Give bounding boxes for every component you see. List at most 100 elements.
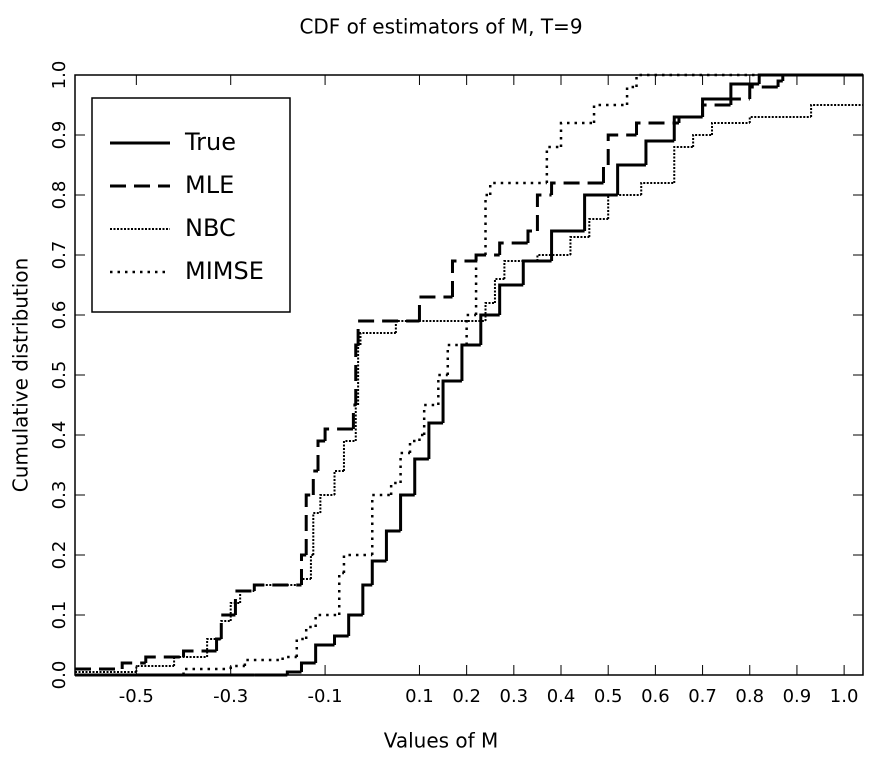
cdf-step (408, 439, 420, 453)
cdf-step (545, 145, 562, 183)
cdf-step (474, 253, 500, 261)
y-tick-label: 0.4 (49, 421, 70, 450)
cdf-step (300, 578, 311, 585)
y-tick-label: 0.3 (49, 481, 70, 510)
legend-label: True (184, 128, 236, 156)
legend-label: NBC (185, 214, 236, 242)
y-axis-label: Cumulative distribution (9, 258, 33, 492)
cdf-step (219, 613, 236, 639)
legend-box (91, 97, 291, 313)
cdf-step (607, 194, 642, 219)
cdf-step (729, 82, 760, 99)
cdf-step (569, 236, 590, 255)
cdf-step (474, 253, 486, 315)
x-tick-label: -0.5 (119, 686, 154, 707)
cdf-step (384, 529, 401, 561)
cdf-step (135, 665, 175, 672)
cdf-step (359, 332, 396, 345)
x-tick-label: 0.4 (547, 686, 576, 707)
cdf-step (347, 613, 363, 636)
y-tick-label: 0.5 (49, 361, 70, 390)
cdf-step (446, 343, 467, 375)
cdf-step (729, 97, 750, 105)
cdf-step (601, 163, 609, 183)
cdf-step (625, 85, 637, 105)
y-tick-label: 0.1 (49, 601, 70, 630)
cdf-step (776, 79, 783, 87)
cdf-step (592, 103, 628, 123)
x-tick-label: 0.9 (783, 686, 812, 707)
cdf-step (493, 278, 505, 303)
cdf-step (635, 121, 679, 135)
y-tick-label: 0.2 (49, 541, 70, 570)
cdf-step (616, 163, 646, 195)
cdf-step (535, 193, 552, 231)
cdf-step (422, 403, 439, 435)
cdf-step (337, 571, 344, 615)
cdf-step (711, 122, 750, 135)
x-tick-label: 0.5 (594, 686, 623, 707)
cdf-step (312, 512, 321, 555)
cdf-step (550, 229, 585, 261)
cdf-step (319, 494, 335, 513)
cdf-step (644, 139, 675, 165)
cdf-step (206, 638, 222, 657)
x-tick-label: 0.6 (641, 686, 670, 707)
cdf-step (333, 470, 344, 495)
cdf-step (673, 146, 694, 183)
cdf-step (316, 439, 326, 471)
cdf-step (220, 620, 231, 639)
cdf-step (640, 182, 675, 195)
cdf-step (281, 655, 297, 660)
cdf-step (342, 440, 356, 471)
cdf-step (748, 116, 812, 123)
cdf-step (370, 559, 387, 585)
cdf-step (484, 193, 491, 255)
cdf-step (243, 658, 283, 666)
x-tick-label: 0.7 (688, 686, 717, 707)
y-tick-label: 0.8 (49, 181, 70, 210)
cdf-step (606, 133, 637, 165)
x-tick-label: -0.3 (213, 686, 248, 707)
cdf-step (229, 664, 245, 669)
cdf-step (526, 229, 538, 243)
cdf-step (748, 85, 779, 99)
cdf-step (389, 481, 401, 495)
legend-label: MIMSE (185, 257, 264, 285)
cdf-step (239, 590, 255, 603)
cdf-step (323, 427, 354, 441)
cdf-step (215, 637, 222, 651)
cdf-step (427, 421, 444, 459)
cdf-step (311, 469, 319, 495)
cdf-step (371, 493, 392, 555)
cdf-step (677, 115, 703, 123)
cdf-step (672, 115, 703, 141)
cdf-step (498, 283, 524, 315)
x-tick-label: 0.1 (405, 686, 434, 707)
y-tick-label: 0.0 (49, 661, 70, 690)
cdf-step (521, 259, 552, 285)
cdf-step (441, 379, 462, 423)
x-tick-label: 1.0 (830, 686, 859, 707)
cdf-step (559, 121, 595, 147)
cdf-step (394, 320, 486, 333)
cdf-step (701, 103, 731, 117)
cdf-step (479, 313, 500, 345)
cdf-step (120, 661, 146, 669)
cdf-step (233, 589, 255, 615)
cdf-step (465, 313, 477, 345)
cdf-step (144, 655, 184, 663)
cdf-step (182, 667, 231, 675)
chart-title: CDF of estimators of M, T=9 (299, 15, 582, 39)
cdf-step (309, 554, 314, 579)
cdf-step (692, 134, 713, 147)
cdf-step (173, 656, 208, 666)
cdf-step (314, 613, 340, 627)
cdf-step (413, 457, 429, 495)
cdf-step (498, 241, 528, 255)
legend-label: MLE (185, 171, 234, 199)
cdf-step (460, 343, 481, 381)
x-tick-label: -0.1 (308, 686, 343, 707)
